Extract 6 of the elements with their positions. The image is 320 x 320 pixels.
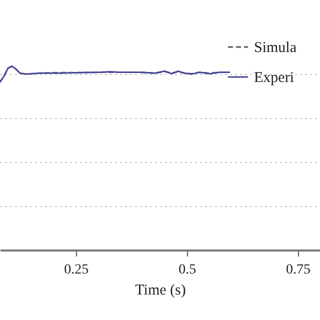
x-tick-label: 0.75	[286, 262, 311, 278]
x-tick-label: 0.5	[178, 262, 196, 278]
x-axis-title: Time (s)	[135, 282, 186, 298]
x-tick-label: 0.25	[64, 262, 89, 278]
legend-label: Experi	[254, 70, 294, 86]
legend-label: Simula	[254, 40, 297, 56]
